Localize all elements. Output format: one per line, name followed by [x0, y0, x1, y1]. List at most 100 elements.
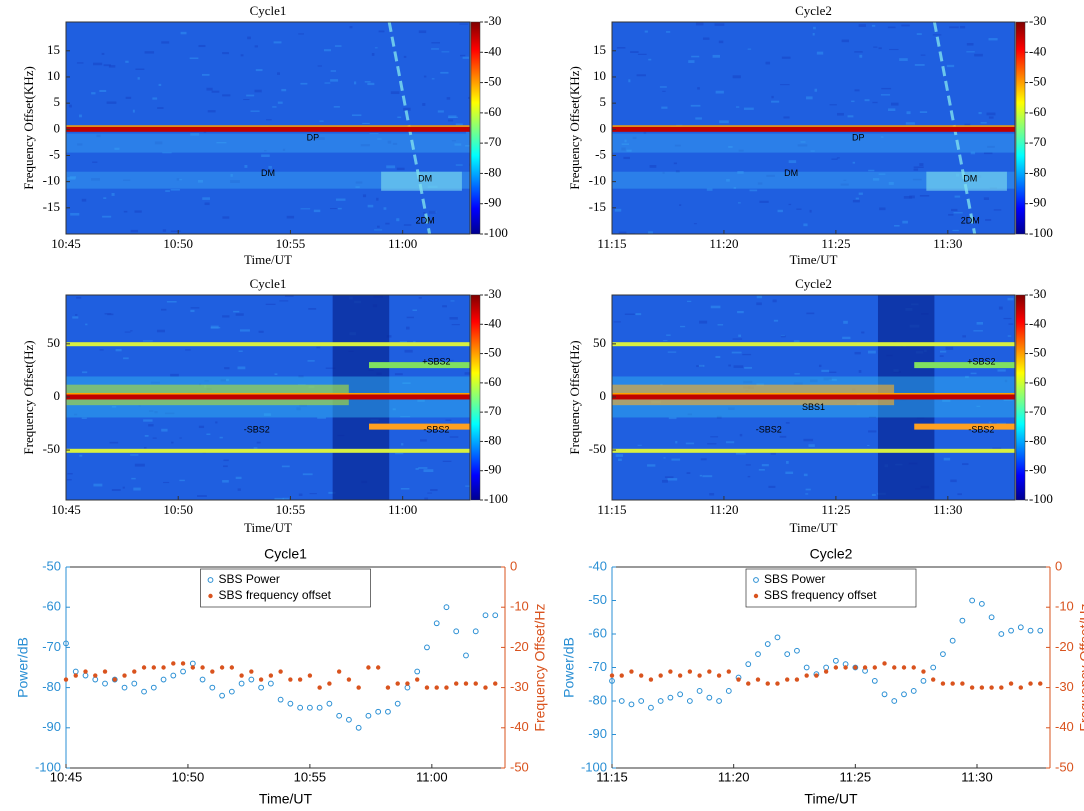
- y-tick-label: -50: [42, 558, 61, 573]
- texture: [688, 60, 695, 63]
- texture: [685, 442, 695, 445]
- texture: [189, 57, 199, 60]
- point: [93, 673, 98, 678]
- colorbar-tick-label: -30: [484, 13, 501, 28]
- texture: [165, 190, 170, 192]
- point: [473, 681, 478, 686]
- texture: [966, 51, 975, 53]
- texture: [662, 479, 668, 483]
- spectrogram-image: [612, 295, 1015, 500]
- texture: [204, 202, 210, 206]
- texture: [831, 158, 838, 160]
- colorbar-tick-label: -50: [484, 345, 501, 360]
- point: [687, 669, 693, 674]
- texture: [70, 212, 80, 216]
- texture: [111, 489, 121, 492]
- point: [1027, 627, 1034, 634]
- point: [794, 647, 800, 654]
- texture: [377, 138, 382, 140]
- texture: [686, 472, 691, 474]
- y-tick-label: -100: [581, 759, 607, 774]
- x-tick-label: 11:15: [597, 502, 626, 517]
- x-tick-label: 11:00: [416, 769, 448, 784]
- x-tick-label: 10:50: [172, 769, 205, 784]
- texture: [448, 116, 459, 118]
- point: [356, 685, 361, 690]
- texture: [747, 48, 752, 50]
- texture: [813, 26, 816, 30]
- band: [66, 171, 470, 189]
- point: [667, 694, 674, 701]
- x-tick-label: 11:30: [961, 769, 993, 784]
- texture: [662, 90, 666, 92]
- texture: [92, 161, 98, 163]
- point: [238, 680, 245, 687]
- point: [190, 665, 196, 670]
- texture: [691, 55, 700, 58]
- point: [609, 678, 615, 684]
- texture: [449, 317, 458, 320]
- texture: [237, 488, 241, 491]
- y-tick-label: -5: [595, 146, 606, 161]
- texture: [1003, 317, 1012, 320]
- point: [336, 669, 342, 674]
- point: [414, 668, 421, 675]
- texture: [621, 147, 626, 151]
- texture: [949, 26, 959, 29]
- texture: [953, 212, 963, 214]
- texture: [854, 51, 863, 53]
- texture: [667, 478, 678, 481]
- point: [843, 665, 848, 670]
- texture: [440, 71, 449, 74]
- point: [229, 665, 235, 670]
- colorbar-tick-label: -70: [484, 134, 501, 149]
- texture: [335, 198, 346, 201]
- texture: [983, 152, 993, 155]
- texture: [966, 43, 974, 46]
- texture: [970, 151, 976, 155]
- point: [648, 677, 654, 682]
- texture: [1007, 335, 1012, 337]
- colorbar-tick-label: -30: [1029, 286, 1046, 301]
- texture: [420, 439, 427, 442]
- carrier-halo: [66, 392, 470, 395]
- y2-tick-label: -30: [510, 679, 529, 694]
- colorbar-tick-label: -90: [1029, 195, 1046, 210]
- point: [228, 688, 235, 695]
- texture: [695, 117, 702, 120]
- colorbar-tick-label: -30: [484, 286, 501, 301]
- texture: [867, 444, 870, 446]
- texture: [190, 133, 200, 136]
- texture: [230, 180, 240, 183]
- texture: [623, 156, 630, 160]
- texture: [250, 110, 260, 112]
- texture: [744, 366, 752, 369]
- texture: [67, 473, 73, 475]
- texture: [985, 219, 992, 221]
- texture: [254, 89, 262, 93]
- x-axis-label: Time/UT: [244, 252, 292, 267]
- texture: [324, 82, 331, 84]
- texture: [702, 475, 713, 478]
- point: [239, 673, 244, 678]
- texture: [644, 30, 648, 33]
- texture: [156, 329, 165, 333]
- texture: [441, 51, 450, 53]
- texture: [867, 350, 876, 354]
- texture: [806, 96, 813, 100]
- texture: [714, 23, 725, 26]
- line-band: [66, 448, 470, 453]
- texture: [664, 476, 674, 479]
- colorbar-tick-label: -70: [1029, 134, 1046, 149]
- point: [619, 673, 624, 678]
- texture: [932, 34, 942, 36]
- x-tick-label: 11:20: [709, 236, 738, 251]
- carrier: [66, 394, 470, 400]
- texture: [712, 54, 721, 58]
- texture: [842, 336, 851, 340]
- point: [677, 673, 683, 678]
- point: [151, 665, 156, 670]
- colorbar: [1015, 294, 1026, 501]
- point: [482, 612, 489, 619]
- texture: [706, 188, 713, 191]
